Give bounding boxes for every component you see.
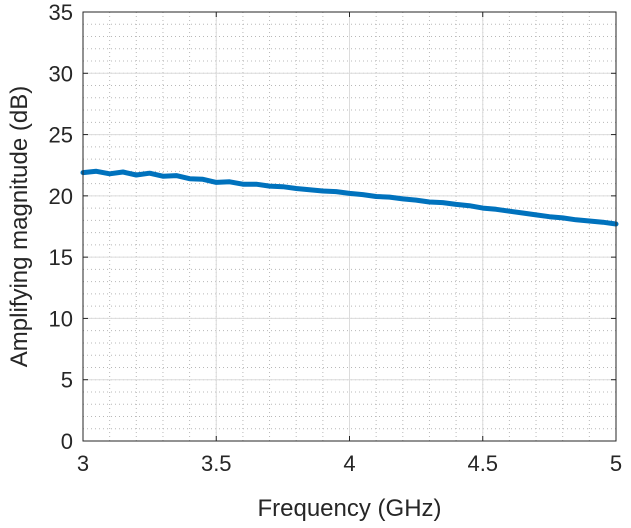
series-line-1 — [80, 168, 619, 227]
y-tick-label: 0 — [61, 429, 73, 454]
x-tick-label: 5 — [610, 451, 622, 476]
y-tick-labels: 0 5 10 15 20 25 30 35 — [49, 0, 73, 454]
y-tick-label: 30 — [49, 61, 73, 86]
y-tick-label: 15 — [49, 245, 73, 270]
y-tick-label: 35 — [49, 0, 73, 25]
series-layer — [80, 168, 619, 227]
plot-frame — [82, 11, 617, 442]
y-axis-label: Amplifying magnitude (dB) — [6, 86, 33, 367]
y-tick-label: 5 — [61, 368, 73, 393]
x-axis-label: Frequency (GHz) — [257, 495, 441, 522]
y-tick-label: 20 — [49, 184, 73, 209]
x-tick-labels: 3 3.5 4 4.5 5 — [77, 451, 622, 476]
x-tick-label: 4 — [343, 451, 355, 476]
x-tick-label: 4.5 — [467, 451, 498, 476]
x-tick-label: 3 — [77, 451, 89, 476]
y-tick-label: 10 — [49, 306, 73, 331]
x-tick-label: 3.5 — [201, 451, 232, 476]
y-tick-label: 25 — [49, 123, 73, 148]
